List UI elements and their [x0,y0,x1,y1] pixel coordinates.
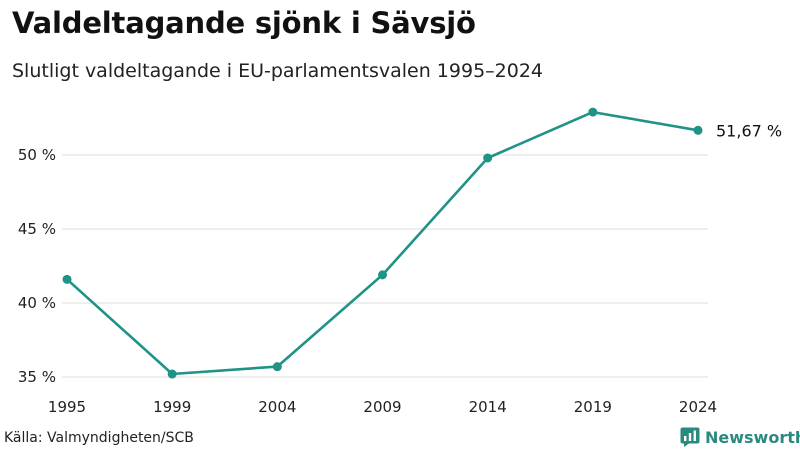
data-point-2024 [693,125,703,135]
chart-title: Valdeltagande sjönk i Sävsjö [12,6,476,40]
x-tick-label: 2019 [574,398,612,416]
chart-subtitle: Slutligt valdeltagande i EU-parlamentsva… [12,60,544,82]
data-point-1999 [167,369,177,379]
x-tick-label: 2014 [469,398,507,416]
y-tick-label: 35 % [18,368,56,386]
x-tick-label: 2009 [363,398,401,416]
y-axis-ticks: 35 % 40 % 45 % 50 % [18,146,56,386]
y-tick-label: 50 % [18,146,56,164]
brand-name: Newsworthy [705,427,800,447]
series-line [65,110,700,376]
newsworthy-logo-icon [680,427,700,447]
x-axis-ticks: 1995 1999 2004 2009 2014 2019 2024 [48,398,717,416]
data-point-2019 [588,107,598,117]
brand-logo: Newsworthy [680,427,800,447]
x-tick-label: 1999 [153,398,191,416]
end-value-label: 51,67 % [716,121,782,140]
y-tick-label: 40 % [18,294,56,312]
x-tick-label: 1995 [48,398,86,416]
data-point-2009 [378,270,387,280]
data-points [62,107,703,379]
series-line-group [65,110,700,376]
data-point-1995 [62,274,72,284]
source-note: Källa: Valmyndigheten/SCB [4,430,194,446]
gridlines [62,154,708,378]
data-point-2004 [272,362,282,372]
x-tick-label: 2004 [258,398,296,416]
data-labels: 51,67 % [716,121,782,140]
y-tick-label: 45 % [18,220,56,238]
x-tick-label: 2024 [679,398,717,416]
data-point-2014 [483,153,493,163]
